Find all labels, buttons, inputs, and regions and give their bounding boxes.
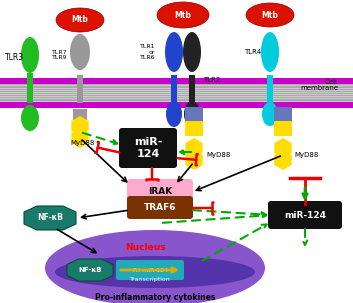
Bar (0, 95, 353, 96)
FancyBboxPatch shape (127, 179, 193, 203)
Polygon shape (185, 150, 203, 170)
Bar (189, 75, 195, 103)
Bar (0, 85, 353, 87)
Polygon shape (274, 150, 292, 170)
Text: NF-κB: NF-κB (37, 214, 63, 222)
Text: NF-κB: NF-κB (78, 267, 102, 273)
Bar (0, 84, 353, 85)
Bar (0, 100, 353, 102)
Text: MyD88: MyD88 (206, 152, 231, 158)
Bar (0, 89, 353, 90)
Text: Transcription: Transcription (130, 278, 170, 282)
Text: TLR7
TLR9: TLR7 TLR9 (52, 50, 68, 60)
FancyBboxPatch shape (116, 260, 184, 280)
Text: Pro-inflammatory cytokines: Pro-inflammatory cytokines (95, 294, 215, 302)
Bar (0, 104, 353, 105)
Text: MyD88: MyD88 (294, 152, 318, 158)
Bar (73, 109, 87, 120)
Text: Cell
membrane: Cell membrane (300, 78, 338, 92)
Ellipse shape (45, 230, 265, 303)
Text: TIRAP: TIRAP (203, 112, 221, 118)
Bar (0, 78, 353, 84)
Ellipse shape (261, 32, 279, 72)
FancyBboxPatch shape (274, 121, 292, 136)
Ellipse shape (21, 37, 39, 73)
Text: Pri-miR-124: Pri-miR-124 (132, 268, 168, 272)
Polygon shape (71, 116, 89, 136)
Polygon shape (185, 138, 203, 158)
Ellipse shape (262, 102, 278, 126)
Bar (0, 98, 353, 100)
Text: miR-
124: miR- 124 (134, 137, 162, 159)
Text: TRAF6: TRAF6 (144, 204, 176, 212)
Bar (0, 102, 353, 103)
FancyBboxPatch shape (185, 107, 203, 123)
Text: Mtb: Mtb (72, 15, 89, 25)
FancyBboxPatch shape (274, 107, 292, 123)
Text: Mtb: Mtb (262, 11, 279, 19)
FancyBboxPatch shape (268, 201, 342, 229)
Bar (0, 102, 353, 108)
Text: TLR1
or
TLR6: TLR1 or TLR6 (139, 44, 155, 60)
Bar (0, 80, 353, 81)
Text: Mtb: Mtb (175, 11, 191, 19)
Text: TIRAP: TIRAP (294, 112, 312, 118)
Bar (0, 97, 353, 98)
Bar (267, 75, 273, 103)
FancyBboxPatch shape (127, 196, 193, 219)
Bar (171, 75, 177, 103)
Ellipse shape (55, 256, 255, 288)
Text: MyD88: MyD88 (70, 140, 94, 146)
Ellipse shape (56, 8, 104, 32)
Text: TLR2: TLR2 (203, 77, 220, 83)
Polygon shape (67, 259, 113, 281)
Polygon shape (274, 138, 292, 158)
Bar (77, 75, 83, 103)
Bar (0, 78, 353, 108)
Ellipse shape (157, 2, 209, 28)
Ellipse shape (184, 101, 200, 127)
Text: TLR3: TLR3 (5, 52, 24, 62)
Text: miR-124: miR-124 (284, 211, 326, 219)
Text: Nucleus: Nucleus (125, 244, 165, 252)
Polygon shape (24, 206, 76, 230)
Ellipse shape (246, 3, 294, 27)
Ellipse shape (165, 32, 183, 72)
Ellipse shape (183, 32, 201, 72)
FancyBboxPatch shape (119, 128, 177, 168)
Ellipse shape (21, 105, 39, 131)
Bar (0, 93, 353, 94)
Bar (0, 82, 353, 83)
Bar (27, 73, 33, 103)
Bar (0, 91, 353, 92)
Ellipse shape (166, 101, 182, 127)
Text: TLR4: TLR4 (244, 49, 261, 55)
Text: IRAK: IRAK (148, 188, 172, 197)
FancyBboxPatch shape (185, 121, 203, 136)
Polygon shape (71, 128, 89, 148)
Ellipse shape (70, 34, 90, 70)
